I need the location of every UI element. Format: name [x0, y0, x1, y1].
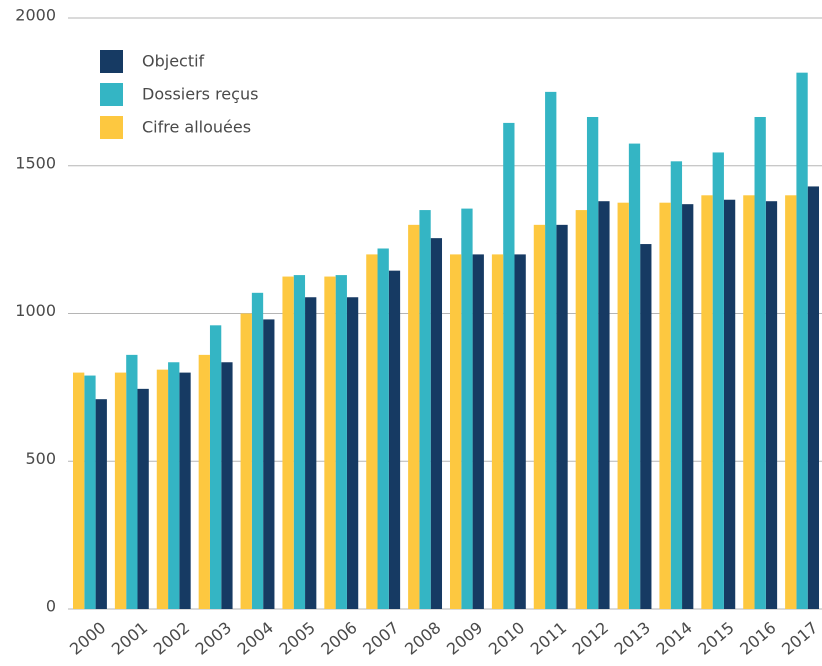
x-tick-label: 2007 [359, 618, 402, 659]
x-tick-label: 2004 [234, 618, 277, 659]
x-tick-label: 2011 [527, 618, 570, 659]
bar [807, 186, 820, 609]
bar [545, 91, 557, 609]
y-tick-label: 1500 [15, 153, 56, 172]
y-tick-label: 500 [25, 449, 56, 468]
bar [346, 297, 359, 609]
bar [168, 362, 180, 609]
bar [377, 248, 389, 610]
bar [723, 199, 736, 610]
x-tick-label: 2006 [317, 618, 360, 659]
bar [682, 204, 694, 610]
bar [137, 388, 149, 609]
bar [533, 224, 546, 609]
x-tick-label: 2010 [485, 618, 528, 659]
y-tick-label: 0 [46, 597, 56, 616]
bar [95, 399, 107, 609]
legend-swatch [100, 50, 123, 73]
bar [743, 195, 755, 610]
bar [126, 354, 138, 609]
x-tick-label: 2002 [150, 618, 193, 659]
bar [293, 275, 306, 609]
bar [209, 325, 222, 609]
legend-label: Objectif [142, 52, 205, 71]
bar [617, 202, 629, 609]
bar [556, 224, 568, 609]
bar [305, 297, 317, 609]
bar [419, 210, 431, 609]
bar [335, 275, 347, 609]
bar [282, 276, 294, 609]
bar [430, 238, 443, 609]
bar [754, 116, 766, 610]
bar [503, 122, 515, 609]
bar [179, 372, 191, 609]
bar [659, 202, 671, 609]
x-tick-label: 2012 [569, 618, 612, 659]
legend-swatch [100, 116, 123, 139]
bar [514, 254, 526, 609]
bar [251, 292, 264, 609]
y-tick-label: 1000 [15, 301, 56, 320]
x-tick-label: 2015 [694, 618, 737, 659]
x-tick-label: 2000 [66, 618, 109, 659]
bar [628, 143, 641, 609]
x-tick-label: 2017 [778, 618, 821, 659]
bar [198, 354, 210, 609]
bar [156, 369, 169, 609]
bar [712, 152, 724, 609]
x-tick-label: 2016 [736, 618, 779, 659]
bar [240, 313, 252, 609]
x-tick-label: 2009 [443, 618, 486, 659]
bar [640, 244, 652, 609]
bar [598, 201, 610, 609]
x-tick-label: 2003 [192, 618, 235, 659]
bar [701, 195, 713, 610]
legend-label: Dossiers reçus [142, 85, 258, 104]
bar [491, 254, 504, 609]
bar [73, 372, 85, 609]
x-tick-label: 2013 [611, 618, 654, 659]
bar [450, 254, 462, 609]
x-tick-label: 2014 [652, 618, 695, 659]
bar [388, 270, 401, 609]
bar [324, 276, 336, 609]
x-tick-label: 2001 [108, 618, 151, 659]
bar [263, 319, 275, 609]
bar [472, 254, 484, 609]
bar [114, 372, 127, 609]
y-tick-label: 2000 [15, 6, 56, 25]
bar [670, 161, 683, 609]
legend-swatch [100, 83, 123, 106]
bar [765, 201, 778, 609]
bar [84, 375, 96, 609]
bar [366, 254, 378, 609]
bar [575, 210, 587, 609]
legend-label: Cifre allouées [142, 118, 251, 137]
bar [796, 72, 808, 610]
bar [586, 116, 599, 610]
bar [785, 195, 797, 610]
bar [408, 224, 420, 609]
bar [221, 362, 233, 609]
x-tick-label: 2008 [401, 618, 444, 659]
x-tick-label: 2005 [275, 618, 318, 659]
bar [461, 208, 473, 609]
